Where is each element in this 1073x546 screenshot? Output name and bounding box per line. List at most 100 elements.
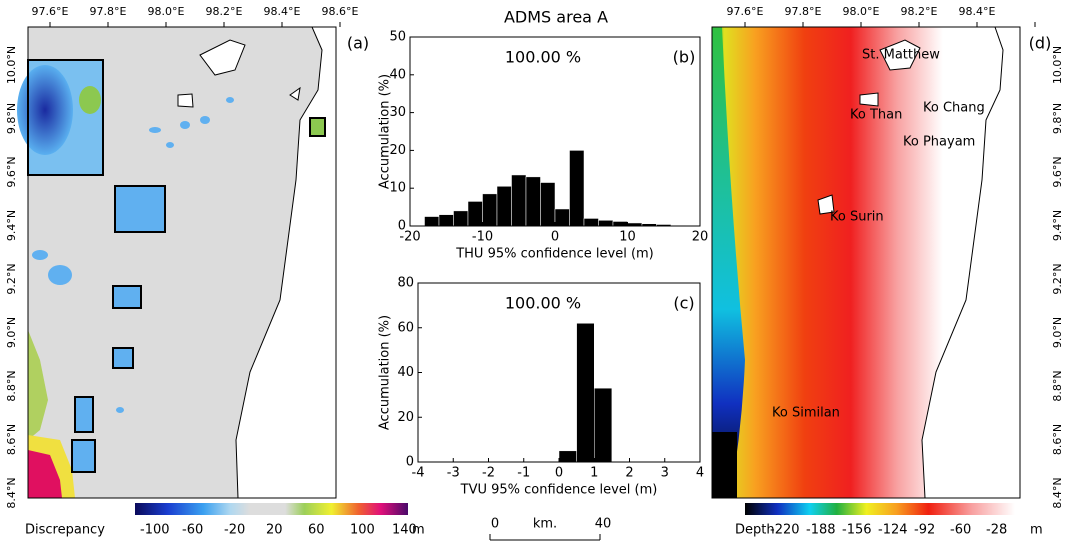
y-axis-label: Accumulation (%) [378, 74, 393, 189]
bar [511, 174, 527, 227]
y-tick-label: 40 [397, 365, 414, 380]
figure-title: ADMS area A [504, 8, 608, 27]
bar [612, 221, 628, 227]
lon-label: 97.8°E [90, 5, 127, 18]
colorbar-d [745, 503, 1015, 515]
lon-label: 98.2°E [206, 5, 243, 18]
annotation: 100.00 % [505, 294, 581, 313]
x-tick-label: -10 [472, 230, 493, 245]
anomaly [28, 450, 62, 498]
anomaly [17, 65, 73, 155]
map-a [17, 26, 337, 499]
bar [438, 214, 454, 227]
lat-label: 8.4°N [5, 477, 18, 508]
place-label: Ko Phayam [903, 135, 975, 150]
y-tick-label: 20 [397, 410, 414, 425]
islands [817, 39, 921, 215]
bar [525, 176, 541, 227]
lon-label: 98.0°E [148, 5, 185, 18]
shelf-edge [712, 27, 745, 498]
place-label: Ko Surin [830, 210, 884, 225]
lat-label: 9.6°N [5, 156, 18, 187]
place-label: Ko Than [850, 108, 902, 123]
lat-label: 9.4°N [5, 210, 18, 241]
colorbar-unit: m [412, 523, 425, 538]
colorbar-tick: -220 [770, 523, 800, 538]
lon-label: 98.6°E [322, 5, 359, 18]
anomaly [28, 330, 48, 440]
colorbar-tick: 100 [350, 523, 375, 538]
lon-label: 98.4°E [264, 5, 301, 18]
lon-label: 97.8°E [785, 5, 822, 18]
x-tick-label: 4 [696, 466, 704, 481]
lat-label: 8.4°N [1051, 477, 1064, 508]
colorbar-tick: -60 [950, 523, 971, 538]
patches [32, 97, 234, 413]
colorbar-tick: -20 [224, 523, 245, 538]
bar [594, 387, 613, 463]
bar [598, 220, 614, 227]
bar [558, 450, 577, 463]
bar [576, 323, 595, 463]
colorbar-tick: -100 [140, 523, 170, 538]
colorbar-label: Discrepancy [25, 523, 105, 538]
y-tick-label: 50 [389, 30, 406, 45]
lat-label: 8.8°N [1051, 370, 1064, 401]
lon-label: 97.6°E [727, 5, 764, 18]
colorbar-tick: -124 [878, 523, 908, 538]
lat-label: 8.6°N [5, 424, 18, 455]
lon-label: 98.0°E [843, 5, 880, 18]
x-tick-label: 1 [590, 466, 598, 481]
colorbar-tick: -60 [182, 523, 203, 538]
x-tick-label: -20 [399, 230, 420, 245]
lat-label: 9.2°N [5, 263, 18, 294]
y-tick-label: 80 [397, 276, 414, 291]
x-tick-label: -3 [447, 466, 460, 481]
x-tick-label: -2 [482, 466, 495, 481]
x-tick-label: -1 [517, 466, 530, 481]
colorbar-tick: -156 [842, 523, 872, 538]
bar [496, 186, 512, 227]
x-tick-label: 3 [661, 466, 669, 481]
x-tick-label: 0 [555, 466, 563, 481]
bar [453, 210, 469, 227]
x-tick-label: 10 [619, 230, 636, 245]
colorbar-tick: 20 [266, 523, 283, 538]
anomaly [79, 86, 101, 114]
lon-label: 98.4°E [959, 5, 996, 18]
panel-label: (c) [673, 294, 694, 313]
lat-label: 9.8°N [1051, 103, 1064, 134]
colorbar-label: Depth [735, 523, 775, 538]
islands [177, 39, 301, 108]
inset-boxes [27, 59, 326, 473]
x-tick-label: 20 [692, 230, 709, 245]
x-tick-label: -4 [412, 466, 425, 481]
y-tick-label: 40 [389, 67, 406, 82]
bar [482, 193, 498, 227]
lat-label: 10.0°N [1051, 46, 1064, 84]
lat-label: 9.0°N [5, 317, 18, 348]
frame [711, 26, 1021, 499]
lat-label: 9.0°N [1051, 317, 1064, 348]
colorbar-unit: m [1030, 523, 1043, 538]
annotation: 100.00 % [505, 48, 581, 67]
place-label: Ko Chang [923, 101, 985, 116]
frame [27, 26, 337, 499]
lat-label: 8.8°N [5, 370, 18, 401]
y-tick-label: 10 [389, 181, 406, 196]
colorbar-tick: -28 [986, 523, 1007, 538]
lat-label: 10.0°N [5, 46, 18, 84]
place-label: Ko Similan [772, 406, 840, 421]
bar [583, 218, 599, 227]
colorbar-tick: 60 [308, 523, 325, 538]
x-axis-label: THU 95% confidence level (m) [455, 247, 654, 262]
panel-label: (a) [347, 34, 369, 53]
y-axis-label: Accumulation (%) [378, 315, 393, 430]
scale-start: 0 [491, 517, 499, 532]
scale-end: 40 [595, 517, 612, 532]
y-tick-label: 60 [397, 320, 414, 335]
bar [467, 201, 483, 227]
lat-label: 9.2°N [1051, 263, 1064, 294]
place-label: St. Matthew [862, 48, 940, 63]
